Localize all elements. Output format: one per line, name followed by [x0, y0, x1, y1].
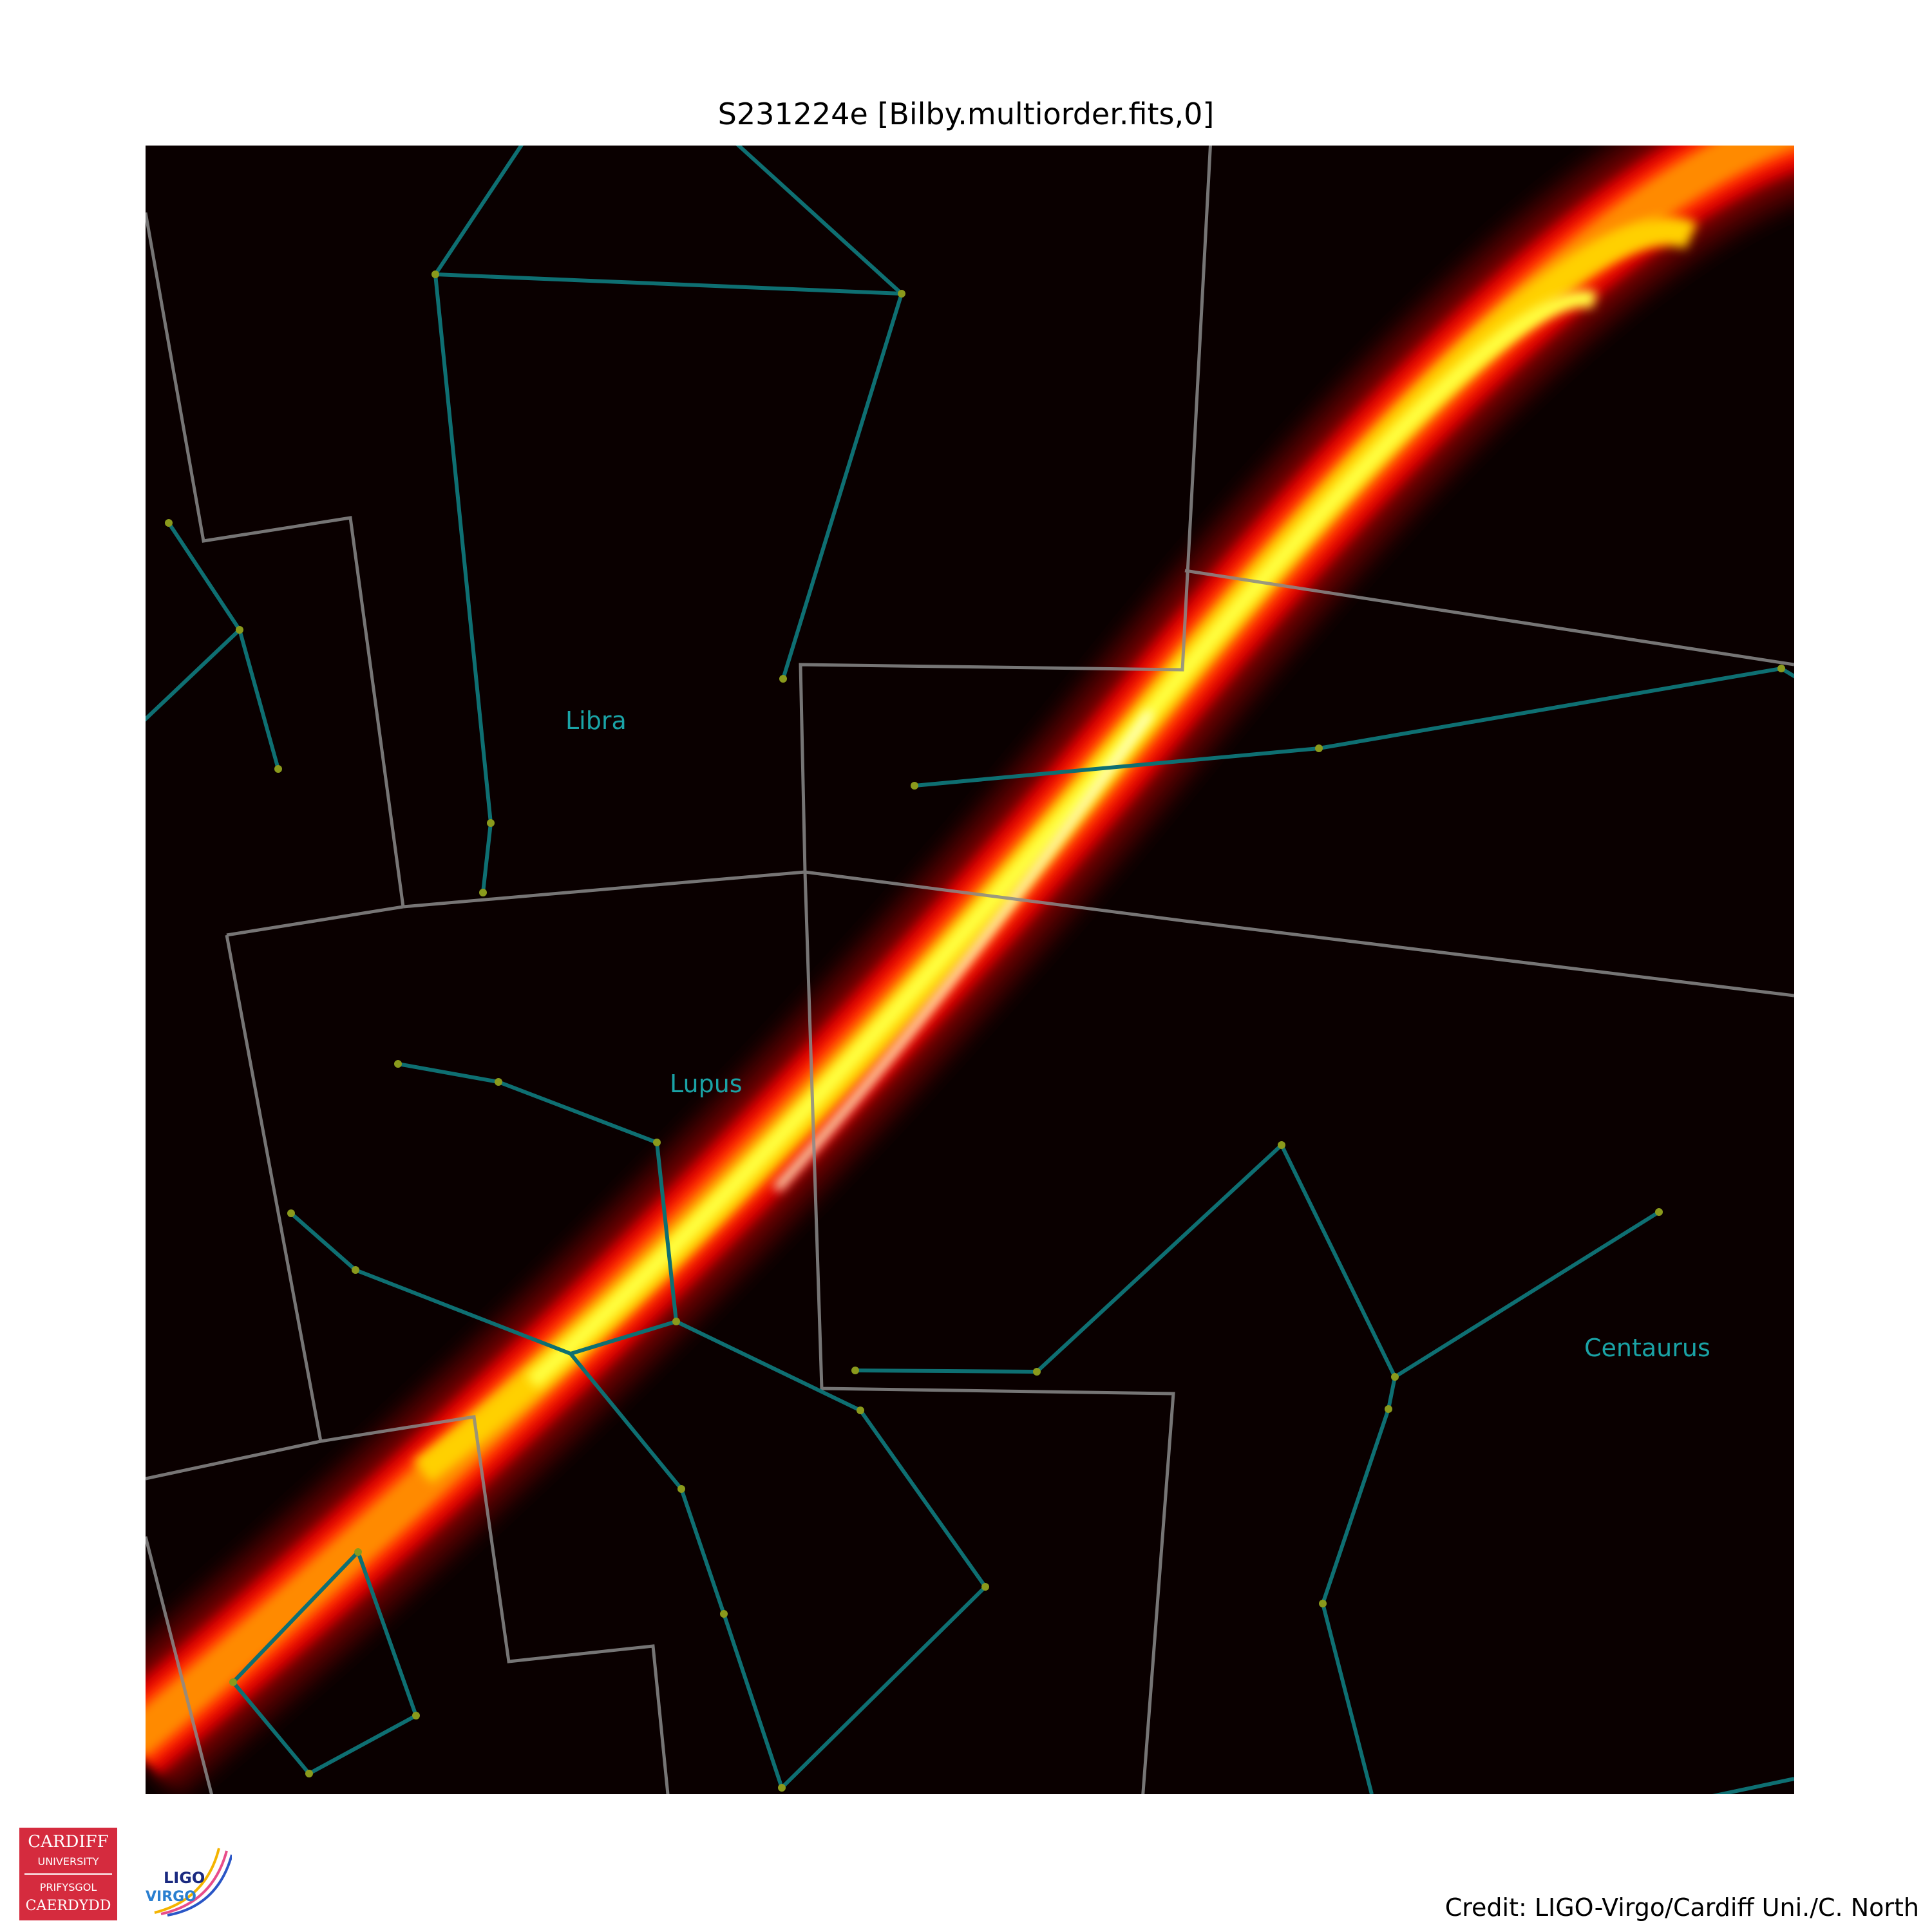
sky-map: Libra Lupus Centaurus [146, 146, 1794, 1794]
constellation-label-lupus: Lupus [670, 1070, 743, 1098]
credit-text: Credit: LIGO-Virgo/Cardiff Uni./C. North [1444, 1893, 1919, 1922]
svg-text:CARDIFF: CARDIFF [28, 1832, 108, 1852]
ligo-virgo-logo: LIGO VIRGO [146, 1848, 232, 1917]
constellation-label-libra: Libra [565, 706, 627, 735]
svg-text:VIRGO: VIRGO [146, 1889, 196, 1905]
constellation-boundaries [146, 146, 1794, 1794]
svg-text:CAERDYDD: CAERDYDD [26, 1898, 111, 1914]
probability-band [146, 146, 1794, 1794]
map-title: S231224e [Bilby.multiorder.fits,0] [717, 97, 1215, 131]
svg-text:PRIFYSGOL: PRIFYSGOL [40, 1881, 97, 1893]
svg-text:UNIVERSITY: UNIVERSITY [38, 1855, 99, 1868]
svg-text:LIGO: LIGO [164, 1869, 205, 1887]
stars [165, 270, 1785, 1792]
constellation-label-centaurus: Centaurus [1584, 1334, 1710, 1362]
cardiff-university-logo: CARDIFF UNIVERSITY PRIFYSGOL CAERDYDD [19, 1828, 117, 1920]
